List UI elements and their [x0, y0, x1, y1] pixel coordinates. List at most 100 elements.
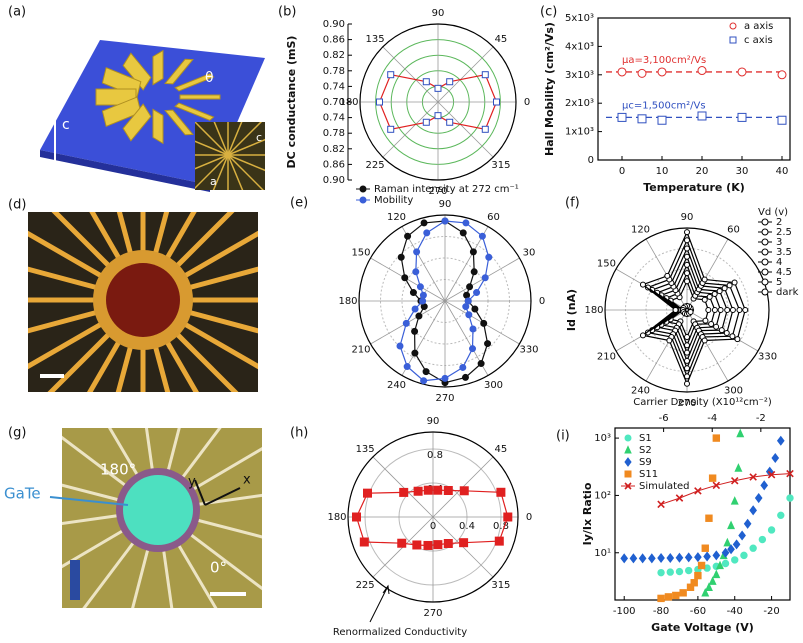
marker [731, 556, 739, 564]
marker [679, 589, 687, 597]
marker [469, 345, 477, 353]
image-g: (g) 180° 0° x y GaTe [4, 426, 262, 608]
legend-label: 2.5 [776, 227, 792, 238]
theta-label: 240 [387, 380, 406, 391]
electrodes [28, 212, 258, 392]
electrode [165, 428, 181, 477]
electrode [28, 266, 101, 291]
marker [422, 368, 430, 376]
theta-label: 315 [491, 160, 510, 171]
marker [684, 349, 690, 356]
electrode [185, 309, 258, 334]
marker [423, 485, 433, 495]
marker [711, 307, 718, 313]
electrode [144, 428, 155, 476]
marker [638, 553, 647, 564]
theta-label: 270 [423, 608, 442, 619]
theta-label: 270 [428, 186, 447, 197]
marker [742, 307, 749, 313]
marker [481, 71, 489, 79]
theta-label: 300 [484, 380, 503, 391]
electrodes [95, 49, 221, 145]
marker [738, 530, 746, 541]
r-tick-label: 0.78 [323, 128, 345, 139]
marker [443, 485, 453, 495]
marker [734, 463, 743, 472]
image-label: a [102, 177, 111, 193]
marker [496, 487, 506, 497]
marker [776, 435, 785, 446]
legend-marker [761, 278, 769, 286]
theta-label: 90 [439, 199, 452, 210]
marker [690, 579, 698, 587]
y-tick-label: 4x10³ [565, 41, 594, 52]
marker [767, 526, 776, 534]
marker [412, 540, 422, 550]
marker [684, 237, 690, 244]
electrode [62, 526, 129, 569]
legend-marker [761, 248, 769, 256]
electrode [47, 330, 113, 392]
inset-electrode [212, 154, 229, 190]
marker [459, 229, 467, 237]
marker [629, 553, 638, 564]
spoke [401, 300, 446, 376]
marker [411, 349, 419, 357]
electrode [185, 266, 258, 291]
marker [416, 283, 424, 291]
flake [70, 560, 80, 600]
marker [446, 78, 454, 86]
marker [419, 291, 427, 299]
marker [703, 551, 711, 562]
substrate-edge [40, 150, 210, 192]
inset-electrode [227, 122, 263, 156]
theta-label: 225 [366, 160, 385, 171]
legend-marker [761, 218, 769, 226]
legend-title: Vd (v) [758, 207, 788, 218]
marker [687, 309, 694, 316]
marker [461, 373, 469, 381]
theta-label: 0 [526, 512, 532, 523]
marker [413, 486, 423, 496]
polar-frame [358, 214, 532, 388]
legend-marker [761, 268, 769, 276]
theta-label: 270 [435, 393, 454, 404]
image-label: θ [205, 70, 214, 86]
legend-marker [624, 445, 632, 454]
marker [721, 559, 730, 568]
marker [359, 537, 369, 547]
theta-label: 180 [584, 305, 603, 316]
marker [465, 311, 473, 319]
series-line [641, 230, 746, 386]
electrode [101, 96, 142, 128]
marker [459, 363, 467, 371]
theta-label: 135 [356, 444, 375, 455]
marker [459, 538, 469, 548]
marker [723, 329, 730, 336]
x-tick-label: -20 [763, 606, 779, 617]
legend-label: Raman intensity at 272 cm⁻¹ [374, 184, 519, 195]
legend-marker [359, 185, 367, 193]
marker [760, 480, 769, 491]
y-tick-label: 10¹ [594, 548, 611, 559]
marker [713, 323, 720, 330]
x2-tick-label: -4 [707, 413, 717, 424]
legend-marker [624, 434, 632, 442]
marker [675, 552, 684, 563]
marker [419, 297, 427, 305]
inset-electrode [195, 154, 229, 190]
electrodes [62, 428, 262, 608]
marker [503, 512, 513, 522]
marker [697, 66, 707, 76]
marker [697, 111, 707, 121]
electrode [191, 517, 262, 539]
marker [657, 594, 665, 603]
marker [705, 307, 712, 313]
r-tick-label: 0.4 [459, 521, 475, 532]
theta-label: 315 [491, 580, 510, 591]
marker [376, 98, 383, 106]
marker [403, 363, 411, 371]
theta-label: 0 [524, 97, 530, 108]
marker [711, 291, 718, 298]
legend-marker [761, 238, 769, 246]
